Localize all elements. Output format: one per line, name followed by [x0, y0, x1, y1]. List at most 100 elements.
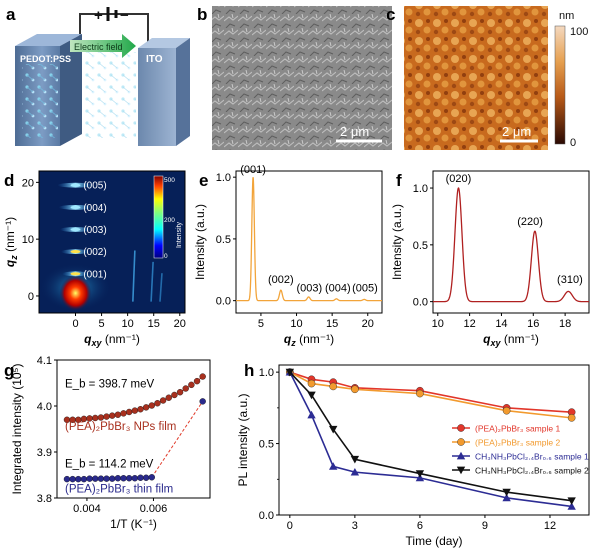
data-point	[103, 475, 110, 482]
panel-label-f: f	[396, 171, 402, 190]
y-tick-label: 0.0	[216, 296, 231, 308]
axis-title: qxy (nm⁻¹)	[84, 332, 140, 348]
afm-colorbar-min: 0	[570, 137, 576, 149]
data-point	[109, 412, 116, 419]
series-annotation: E_b = 114.2 meV	[65, 459, 154, 471]
data-point	[350, 455, 360, 464]
plot-frame	[38, 170, 186, 314]
data-point	[567, 502, 576, 510]
legend-entry: (PEA)₂PbBr₃ sample 2	[475, 438, 560, 448]
data-point	[502, 493, 511, 502]
data-point	[75, 475, 82, 483]
axis-title-unit: (nm⁻¹)	[296, 332, 334, 346]
x-tick-label: 16	[527, 318, 539, 330]
data-point	[97, 475, 105, 482]
panel-e-axes: 5 10 15 20 0.0 0.5 1.0 qz (nm⁻¹) Intensity (a.u.…	[193, 170, 383, 348]
plus-sign: +	[94, 7, 103, 24]
afm-colorbar-max: 100	[570, 26, 588, 38]
panel-label-g: g	[4, 361, 14, 380]
peak-label: (220)	[517, 216, 543, 228]
data-point	[329, 425, 338, 434]
legend-entry: (PEA)₂PbBr₃ sample 1	[475, 424, 560, 434]
axis-title: qz (nm⁻¹)	[3, 217, 19, 267]
series-points	[63, 373, 206, 483]
electric-field-arrow	[70, 34, 136, 58]
data-point	[131, 475, 139, 482]
x-axis-title: Time (day)	[406, 534, 463, 548]
data-point	[567, 497, 576, 505]
data-point	[307, 379, 316, 388]
x-tick-label: 0	[72, 318, 78, 330]
panel-f-axes: 10 12 14 16 18 0.0 0.5 1.0 qxy (nm⁻¹) Intensity (…	[390, 170, 590, 348]
axis-title-subscript: z	[290, 338, 296, 348]
panel-a-schematic: a + − Electric field PEDOT:PSS ITO	[6, 5, 190, 146]
data-point	[307, 391, 316, 400]
data-point	[502, 406, 511, 415]
reflection-label: (005)	[83, 181, 106, 192]
axis-title-unit: (nm⁻¹)	[102, 332, 140, 346]
panel-label-e: e	[199, 171, 208, 190]
ito-side-face	[176, 38, 190, 146]
data-point	[148, 402, 155, 409]
x-tick-label: 5	[99, 318, 105, 330]
x-tick-label: 15	[148, 318, 160, 330]
peak-labels: (001) (002)(003) (004) (005)	[240, 164, 378, 295]
y-tick-label: 20	[22, 177, 34, 189]
minus-sign: −	[120, 7, 129, 24]
data-point	[567, 414, 576, 422]
afm-scale-bar-label: 2 μm	[502, 124, 531, 139]
y-axis-title: Intensity (a.u.)	[390, 204, 404, 280]
data-point	[131, 407, 139, 414]
data-point	[350, 467, 360, 476]
reflection-core	[70, 272, 81, 276]
pedot-side-face	[60, 34, 82, 146]
plot-frame	[432, 170, 590, 314]
y-tick-label: 3.9	[37, 447, 52, 459]
electric-field-label: Electric field	[74, 42, 123, 52]
y-tick-label: 0	[28, 291, 34, 303]
legend-entry: CH₃NH₃PbCl₂.₄Br₀.₆ sample 1	[475, 452, 589, 462]
data-point	[86, 475, 93, 482]
x-tick-label: 10	[432, 318, 444, 330]
ito-top-face	[138, 38, 190, 48]
data-point	[307, 410, 316, 419]
panel-d-giwaxs: d (005)(004)(003)(002)(001) 500 200 0 In…	[3, 170, 186, 348]
axis-title-symbol: q	[284, 332, 292, 346]
legend-entry: CH₃NH₃PbCl₂.₄Br₀.₆ sample 2	[475, 466, 589, 476]
data-point	[502, 488, 511, 497]
data-point	[176, 389, 184, 396]
data-point	[415, 470, 425, 478]
series-name: (PEA)₂PbBr₃ thin film	[65, 483, 173, 495]
x-tick-label: 0	[287, 520, 293, 532]
panel-label-h: h	[244, 361, 254, 380]
x-axis-title: 1/T (K⁻¹)	[110, 517, 157, 531]
peak-label: (020)	[446, 173, 472, 185]
profile-line	[236, 177, 382, 302]
ito-electrode	[138, 48, 176, 146]
axis-title-symbol: q	[84, 332, 92, 346]
axis-title-subscript: xy	[490, 338, 502, 348]
y-tick-label: 10	[22, 234, 34, 246]
ito-label: ITO	[146, 54, 163, 65]
axis-title-unit: (nm⁻¹)	[501, 332, 539, 346]
data-point	[457, 424, 465, 432]
data-point	[456, 451, 466, 460]
series-annotation: E_b = 398.7 meV	[65, 379, 155, 391]
y-tick-label: 4.0	[37, 401, 52, 413]
x-tick-label: 0.004	[73, 503, 101, 515]
axis-title-unit: (nm⁻¹)	[3, 217, 17, 255]
peak-label: (004)	[325, 283, 351, 295]
x-tick-label: 12	[463, 318, 475, 330]
x-tick-label: 0.006	[140, 503, 168, 515]
data-point	[329, 462, 338, 470]
plot-frame	[235, 170, 383, 314]
y-axis-title: Intensity (a.u.)	[193, 204, 207, 280]
panel-h-axes: 0 3 6 9 12 0.0 0.5 1.0 Time (day) PL intensity (a…	[236, 364, 590, 548]
sem-scale-bar-label: 2 μm	[340, 124, 369, 139]
data-point	[137, 474, 144, 481]
data-point	[329, 382, 337, 391]
y-tick-label: 0.5	[259, 439, 274, 451]
reflection-streaks	[57, 182, 94, 277]
reflection-core	[70, 227, 81, 232]
